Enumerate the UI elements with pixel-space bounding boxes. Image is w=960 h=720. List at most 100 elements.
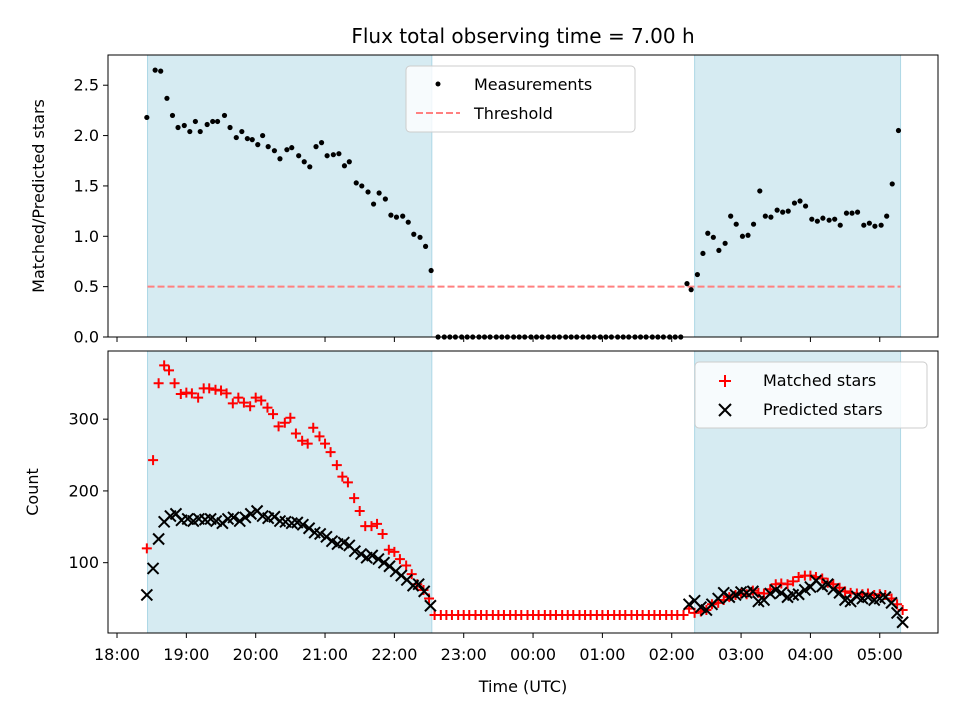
predicted-star-point	[896, 616, 909, 629]
matched-star-point	[401, 560, 412, 571]
measurement-point	[843, 210, 850, 216]
measurement-point	[233, 134, 239, 141]
matched-star-point	[320, 438, 331, 449]
x-tick-label: 18:00	[94, 645, 140, 664]
x-tick-label: 05:00	[857, 645, 903, 664]
measurement-point	[400, 213, 406, 219]
measurement-point	[227, 124, 233, 131]
bottom-legend-box	[694, 361, 928, 429]
legend-matched: Matched stars	[763, 371, 876, 390]
measurement-point	[197, 128, 203, 135]
chart-title: Flux total observing time = 7.00 h	[351, 24, 694, 48]
measurement-point	[324, 153, 330, 159]
top-shaded-regions	[147, 54, 902, 338]
measurement-point	[866, 220, 872, 226]
measurement-point	[791, 200, 798, 206]
predicted-star-point	[152, 532, 165, 546]
predicted-star-point	[354, 547, 368, 561]
matched-star-point	[394, 554, 405, 565]
matched-star-point	[250, 392, 261, 403]
predicted-star-point	[424, 599, 437, 612]
matched-star-point	[169, 378, 180, 389]
measurement-point	[187, 128, 193, 135]
matched-star-point	[290, 428, 301, 439]
measurement-point	[301, 159, 307, 165]
legend-predicted: Predicted stars	[763, 400, 883, 419]
measurement-point	[393, 214, 400, 220]
y-tick-label: 100	[68, 553, 99, 572]
measurement-point	[774, 207, 780, 213]
y-tick-label: 2.0	[74, 126, 99, 145]
matched-star-point	[279, 417, 290, 428]
predicted-star-point	[861, 590, 875, 604]
measurement-point	[144, 114, 150, 121]
measurement-point	[739, 233, 746, 239]
matched-star-point	[262, 402, 273, 413]
matched-star-point	[193, 392, 204, 403]
matched-stars-series	[141, 360, 908, 621]
measurement-point	[884, 213, 890, 219]
measurement-point	[745, 232, 751, 238]
measurement-point	[802, 203, 809, 209]
measurement-point	[809, 216, 815, 222]
predicted-star-point	[827, 583, 840, 596]
predicted-star-point	[146, 562, 160, 575]
measurement-point	[192, 118, 198, 125]
matched-star-point	[349, 493, 360, 504]
matched-star-point	[793, 572, 804, 583]
measurement-point	[277, 156, 283, 162]
matched-star-point	[164, 365, 175, 376]
predicted-star-point	[233, 514, 246, 528]
matched-legend-marker	[719, 375, 731, 387]
matched-star-point	[186, 388, 197, 399]
top-legend: Measurements Threshold	[405, 65, 636, 133]
measurement-point	[728, 213, 734, 219]
predicted-star-point	[239, 511, 252, 524]
top-y-ticks: 0.0 0.5 1.0 1.5 2.0 2.5	[74, 76, 108, 347]
matched-star-point	[678, 610, 689, 621]
measurement-point	[346, 159, 352, 165]
measurement-point	[181, 122, 187, 129]
measurement-point	[837, 222, 843, 228]
measurement-point	[239, 128, 245, 135]
measurement-point	[889, 181, 895, 187]
measurement-point	[849, 210, 855, 216]
predicted-star-point	[348, 544, 362, 558]
measurement-point	[814, 218, 820, 224]
measurement-point	[694, 271, 700, 278]
top-y-axis-label: Matched/Predicted stars	[29, 99, 48, 293]
measurement-point	[733, 221, 739, 227]
matched-star-point	[366, 521, 377, 532]
measurement-point	[210, 118, 216, 125]
top-axes-frame	[107, 54, 939, 338]
predicted-star-point	[365, 549, 379, 562]
matched-star-point	[227, 398, 238, 409]
x-axis-label: Time (UTC)	[478, 677, 567, 696]
measurement-point	[169, 112, 176, 119]
matched-star-point	[297, 435, 308, 446]
predicted-star-point	[313, 527, 327, 541]
matched-star-point	[383, 544, 394, 555]
y-tick-label: 2.5	[74, 76, 99, 95]
predicted-star-point	[296, 518, 310, 531]
measurement-point	[705, 230, 711, 236]
matched-star-point	[256, 395, 267, 406]
predicted-star-point	[775, 586, 788, 600]
measurement-point	[382, 196, 388, 202]
predicted-star-point	[417, 585, 431, 598]
predicted-star-point	[227, 511, 240, 524]
measurement-point	[700, 250, 706, 257]
predicted-star-point	[763, 587, 777, 600]
predicted-legend-marker	[718, 403, 732, 417]
x-tick-label: 22:00	[371, 645, 417, 664]
measurement-point	[780, 209, 786, 215]
measurement-point	[854, 209, 861, 215]
y-tick-label: 0.5	[74, 277, 99, 296]
measurement-point	[284, 147, 290, 153]
measurement-point	[422, 243, 429, 249]
y-tick-label: 1.5	[74, 176, 99, 195]
measurement-point	[221, 112, 228, 119]
matched-star-point	[782, 579, 793, 590]
measurement-point	[417, 234, 423, 240]
measurement-point	[797, 198, 803, 204]
